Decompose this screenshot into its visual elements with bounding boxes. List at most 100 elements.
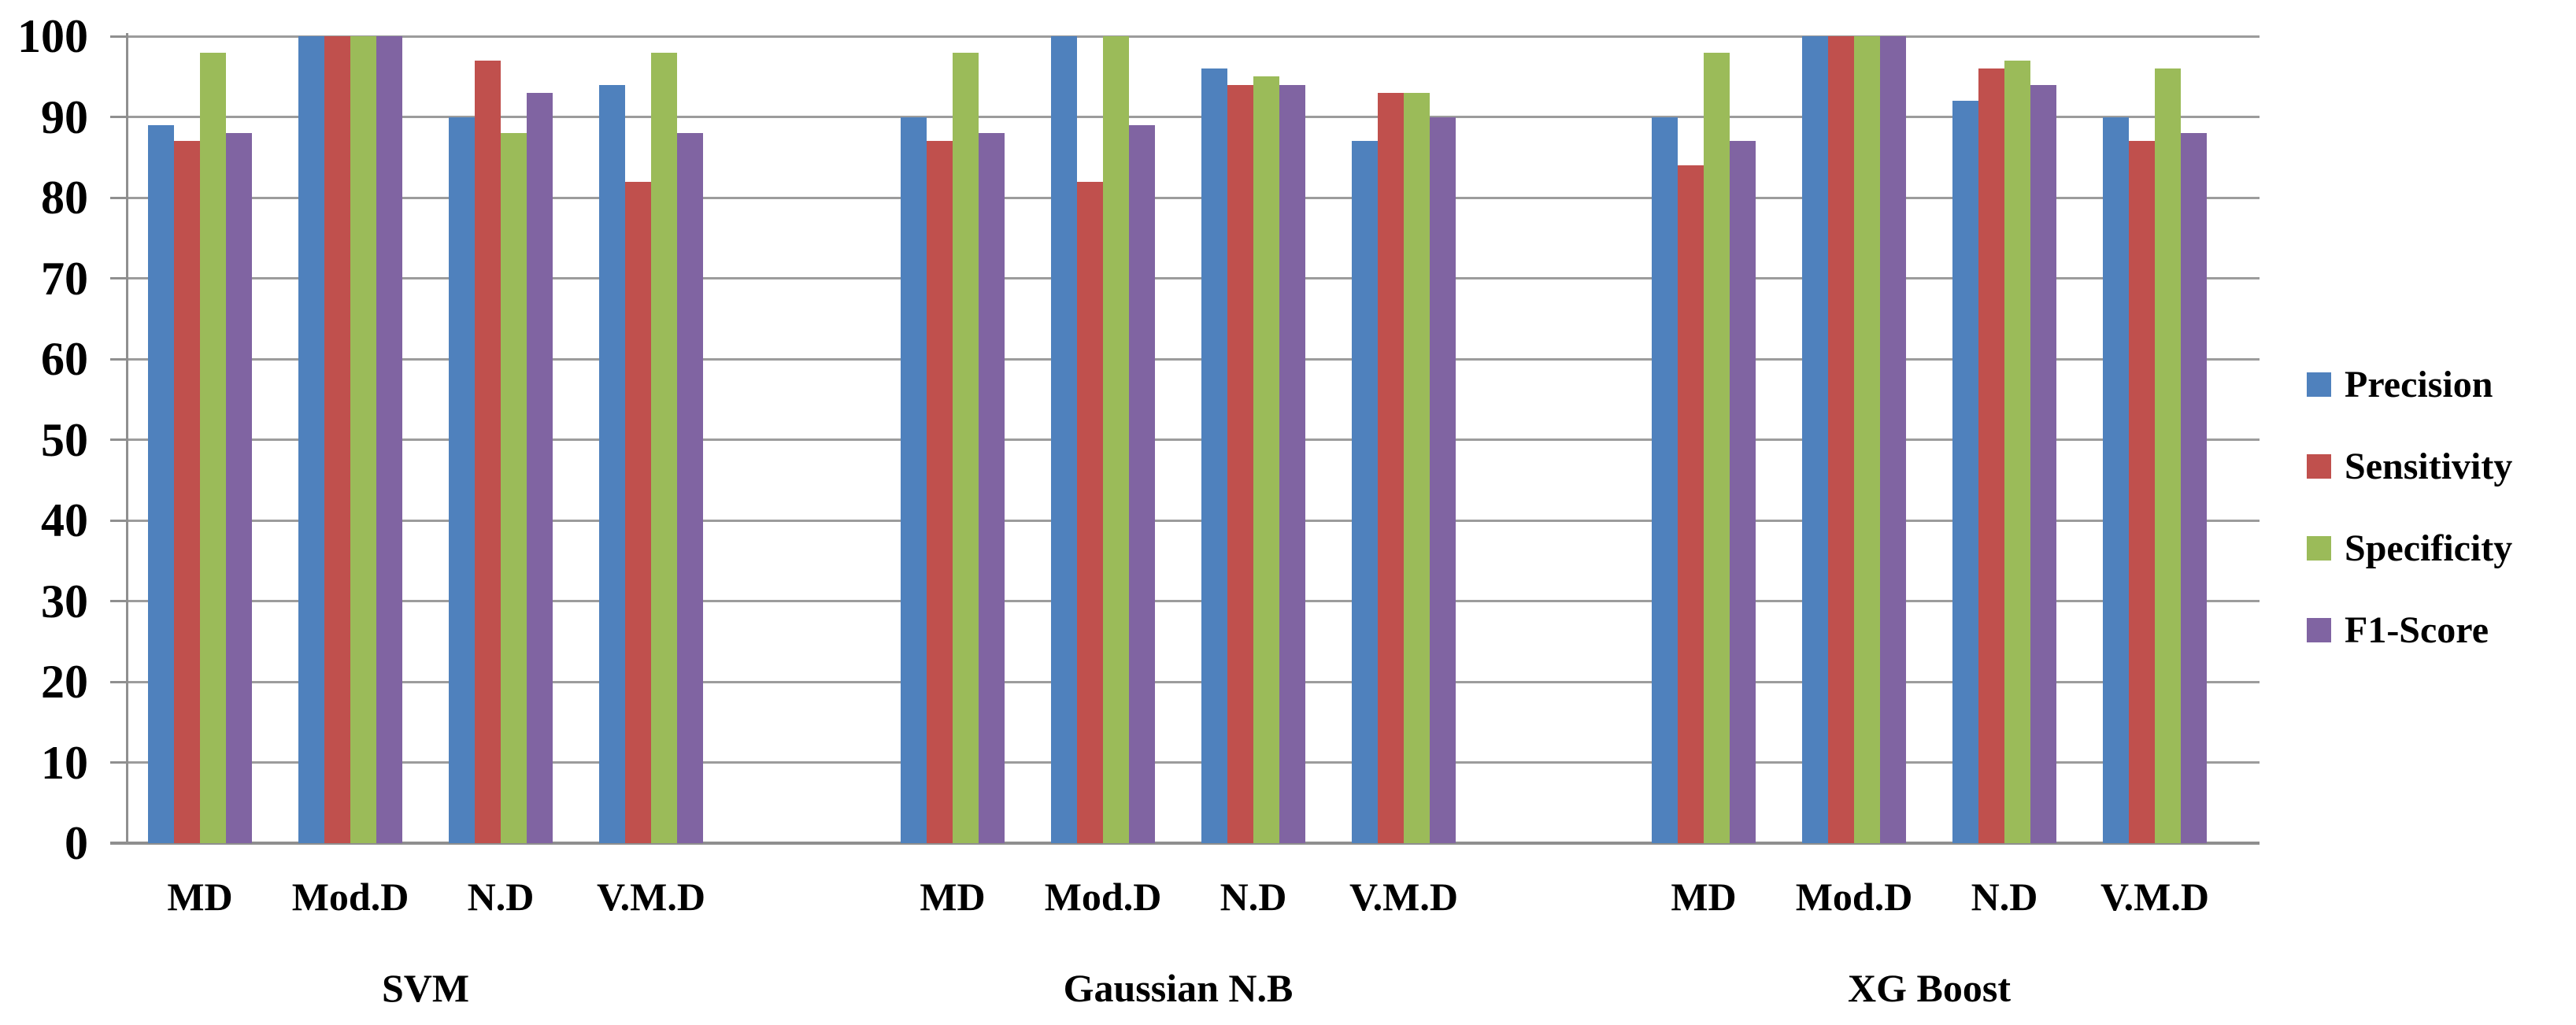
bar-Precision bbox=[1051, 36, 1077, 843]
bar-Specificity bbox=[2155, 68, 2181, 843]
bar-cluster-Gaussian N.B-MD bbox=[901, 36, 1005, 843]
legend-item-Specificity: Specificity bbox=[2307, 526, 2512, 571]
bar-F1-Score bbox=[2181, 133, 2207, 843]
y-tick-mark bbox=[110, 116, 128, 118]
group-label-Gaussian N.B: Gaussian N.B bbox=[1063, 966, 1294, 1010]
y-tick-label: 30 bbox=[41, 575, 88, 627]
bar-cluster-XG Boost-N.D bbox=[1952, 36, 2056, 843]
bar-Sensitivity bbox=[1077, 181, 1103, 843]
bar-Sensitivity bbox=[1227, 84, 1253, 843]
y-tick-label: 90 bbox=[41, 91, 88, 143]
group-label-XG Boost: XG Boost bbox=[1848, 966, 2011, 1010]
bar-cluster-Gaussian N.B-N.D bbox=[1201, 36, 1305, 843]
bar-Sensitivity bbox=[174, 141, 200, 843]
legend-label: Precision bbox=[2345, 363, 2493, 405]
bar-Precision bbox=[1352, 141, 1378, 843]
bar-Precision bbox=[1201, 68, 1227, 843]
gridline-y100 bbox=[128, 35, 2260, 38]
gridline-y10 bbox=[128, 761, 2260, 764]
x-category-label: MD bbox=[167, 875, 233, 919]
bar-Specificity bbox=[1854, 36, 1880, 843]
bar-Precision bbox=[449, 117, 475, 843]
x-category-label: N.D bbox=[467, 875, 535, 919]
legend-label: Sensitivity bbox=[2345, 445, 2513, 487]
legend-swatch bbox=[2307, 454, 2331, 479]
x-category-label: MD bbox=[920, 875, 986, 919]
bar-Specificity bbox=[1404, 92, 1430, 843]
legend-swatch bbox=[2307, 618, 2331, 642]
bar-Precision bbox=[2103, 117, 2129, 843]
bar-F1-Score bbox=[1730, 141, 1756, 843]
bar-Sensitivity bbox=[324, 36, 350, 843]
y-tick-label: 80 bbox=[41, 172, 88, 224]
x-category-label: V.M.D bbox=[1349, 875, 1458, 919]
x-category-label: V.M.D bbox=[2100, 875, 2209, 919]
y-tick-mark bbox=[110, 842, 128, 845]
bar-cluster-XG Boost-Mod.D bbox=[1802, 36, 1906, 843]
gridline-y50 bbox=[128, 438, 2260, 441]
bar-F1-Score bbox=[2030, 84, 2056, 843]
y-tick-mark bbox=[110, 35, 128, 38]
bar-F1-Score bbox=[527, 92, 553, 843]
y-tick-mark bbox=[110, 196, 128, 199]
y-tick-label: 70 bbox=[41, 252, 88, 305]
bar-F1-Score bbox=[1129, 124, 1155, 843]
bar-cluster-XG Boost-MD bbox=[1652, 36, 1756, 843]
y-tick-mark bbox=[110, 357, 128, 361]
y-tick-label: 20 bbox=[41, 656, 88, 708]
y-tick-label: 10 bbox=[41, 736, 88, 789]
bar-Precision bbox=[599, 84, 625, 843]
gridline-y70 bbox=[128, 277, 2260, 279]
bar-Specificity bbox=[651, 52, 677, 843]
gridline-y80 bbox=[128, 196, 2260, 199]
bar-cluster-SVM-MD bbox=[148, 36, 252, 843]
y-tick-mark bbox=[110, 680, 128, 683]
group-label-SVM: SVM bbox=[381, 966, 470, 1010]
gridline-y20 bbox=[128, 680, 2260, 683]
bar-Precision bbox=[1652, 117, 1678, 843]
bar-F1-Score bbox=[226, 133, 252, 843]
bar-Precision bbox=[1802, 36, 1828, 843]
y-tick-mark bbox=[110, 519, 128, 522]
bar-Specificity bbox=[953, 52, 979, 843]
y-tick-label: 100 bbox=[17, 10, 88, 62]
bar-cluster-SVM-V.M.D bbox=[599, 36, 703, 843]
gridline-y60 bbox=[128, 357, 2260, 361]
bar-Sensitivity bbox=[1678, 165, 1704, 843]
legend-item-Sensitivity: Sensitivity bbox=[2307, 444, 2512, 489]
bar-Precision bbox=[298, 36, 324, 843]
x-category-label: Mod.D bbox=[1795, 875, 1913, 919]
bar-cluster-SVM-Mod.D bbox=[298, 36, 402, 843]
bar-cluster-SVM-N.D bbox=[449, 36, 553, 843]
y-tick-label: 40 bbox=[41, 494, 88, 546]
legend-item-Precision: Precision bbox=[2307, 362, 2512, 407]
x-category-label: Mod.D bbox=[1044, 875, 1162, 919]
bar-Sensitivity bbox=[475, 60, 501, 843]
plot-area bbox=[110, 33, 2260, 845]
bar-Sensitivity bbox=[927, 141, 953, 843]
bar-F1-Score bbox=[1880, 36, 1906, 843]
bar-Specificity bbox=[200, 52, 226, 843]
gridline-y40 bbox=[128, 519, 2260, 522]
bar-F1-Score bbox=[979, 133, 1005, 843]
legend-item-F1-Score: F1-Score bbox=[2307, 608, 2512, 653]
bar-F1-Score bbox=[677, 133, 703, 843]
bar-cluster-Gaussian N.B-Mod.D bbox=[1051, 36, 1155, 843]
legend-swatch bbox=[2307, 536, 2331, 561]
y-tick-mark bbox=[110, 277, 128, 279]
y-tick-mark bbox=[110, 761, 128, 764]
bar-Precision bbox=[148, 124, 174, 843]
x-axis-line bbox=[110, 842, 2260, 845]
bar-F1-Score bbox=[1430, 117, 1456, 843]
bar-Sensitivity bbox=[1978, 68, 2004, 843]
y-tick-label: 50 bbox=[41, 413, 88, 466]
bar-Specificity bbox=[1704, 52, 1730, 843]
bar-F1-Score bbox=[1279, 84, 1305, 843]
bar-Sensitivity bbox=[1378, 92, 1404, 843]
bar-Specificity bbox=[1103, 36, 1129, 843]
bar-cluster-Gaussian N.B-V.M.D bbox=[1352, 36, 1456, 843]
y-tick-mark bbox=[110, 600, 128, 602]
legend-label: F1-Score bbox=[2345, 609, 2489, 651]
legend: Precision Sensitivity Specificity F1-Score bbox=[2307, 362, 2512, 653]
